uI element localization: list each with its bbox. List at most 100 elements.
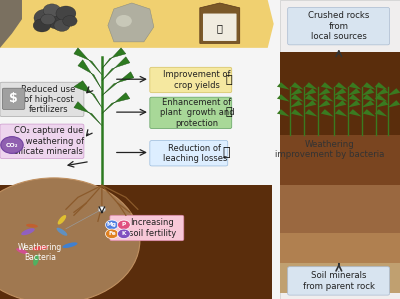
Text: $: $ (9, 92, 18, 106)
FancyBboxPatch shape (280, 233, 400, 263)
FancyBboxPatch shape (0, 82, 84, 117)
FancyBboxPatch shape (280, 135, 400, 185)
Text: P: P (122, 222, 126, 227)
Text: 💧: 💧 (222, 146, 230, 159)
Polygon shape (291, 109, 304, 117)
Ellipse shape (33, 254, 39, 266)
Polygon shape (305, 109, 318, 117)
Polygon shape (375, 94, 388, 102)
Circle shape (63, 16, 77, 26)
Polygon shape (290, 88, 302, 96)
Polygon shape (102, 93, 130, 114)
FancyBboxPatch shape (288, 267, 390, 295)
Text: Mg: Mg (107, 222, 117, 227)
Text: CO₂: CO₂ (6, 143, 18, 147)
Circle shape (33, 19, 51, 32)
Polygon shape (321, 94, 334, 102)
Circle shape (47, 13, 69, 29)
Text: Improvement of
crop yields: Improvement of crop yields (163, 70, 231, 90)
Polygon shape (335, 109, 348, 117)
Polygon shape (349, 109, 362, 117)
Polygon shape (304, 100, 316, 108)
Text: Soil minerals
from parent rock: Soil minerals from parent rock (303, 271, 375, 291)
Circle shape (1, 137, 23, 153)
Polygon shape (74, 48, 102, 75)
Polygon shape (318, 100, 330, 108)
FancyBboxPatch shape (150, 67, 232, 93)
Ellipse shape (58, 215, 66, 225)
FancyBboxPatch shape (2, 88, 25, 109)
Polygon shape (376, 100, 388, 108)
Text: Weathering
Bacteria: Weathering Bacteria (18, 243, 62, 262)
Polygon shape (349, 82, 362, 90)
Circle shape (54, 19, 70, 31)
Circle shape (106, 229, 118, 239)
Polygon shape (363, 82, 376, 90)
Polygon shape (363, 109, 376, 117)
Polygon shape (348, 100, 360, 108)
Polygon shape (290, 100, 302, 108)
Polygon shape (362, 100, 374, 108)
Polygon shape (321, 109, 334, 117)
Ellipse shape (62, 242, 78, 248)
Polygon shape (277, 109, 290, 117)
FancyBboxPatch shape (0, 185, 272, 299)
FancyBboxPatch shape (110, 215, 184, 241)
Polygon shape (334, 88, 346, 96)
FancyBboxPatch shape (280, 185, 400, 233)
Circle shape (56, 6, 76, 21)
Polygon shape (0, 0, 274, 48)
Polygon shape (102, 48, 126, 69)
Ellipse shape (32, 246, 48, 251)
FancyBboxPatch shape (0, 124, 84, 158)
Text: 🌾: 🌾 (225, 75, 232, 85)
Text: Increasing
soil fertility: Increasing soil fertility (129, 218, 176, 238)
Polygon shape (277, 94, 290, 102)
Text: Fe: Fe (108, 231, 116, 236)
Circle shape (43, 4, 61, 17)
Polygon shape (348, 88, 360, 96)
Text: CO₂ capture due
to  weathering of
silicate minerals: CO₂ capture due to weathering of silicat… (12, 126, 84, 156)
Polygon shape (305, 82, 318, 90)
FancyBboxPatch shape (150, 141, 228, 166)
Text: Crushed rocks
from
local sources: Crushed rocks from local sources (308, 11, 369, 41)
Text: Weathering
improvement by bacteria: Weathering improvement by bacteria (275, 140, 384, 159)
Polygon shape (102, 72, 134, 96)
Ellipse shape (0, 178, 140, 299)
Circle shape (41, 14, 55, 25)
Polygon shape (291, 94, 304, 102)
Polygon shape (362, 88, 374, 96)
Polygon shape (334, 100, 346, 108)
FancyBboxPatch shape (280, 52, 400, 135)
Polygon shape (375, 82, 388, 90)
Polygon shape (363, 94, 376, 102)
Circle shape (34, 9, 58, 27)
Polygon shape (0, 0, 22, 48)
Polygon shape (335, 82, 348, 90)
FancyBboxPatch shape (280, 0, 400, 299)
Ellipse shape (21, 228, 35, 235)
Polygon shape (376, 88, 388, 96)
Polygon shape (388, 88, 400, 96)
Polygon shape (375, 109, 388, 117)
Polygon shape (335, 94, 348, 102)
Text: Enhancement of
plant  growth and
protection: Enhancement of plant growth and protecti… (160, 98, 234, 128)
Polygon shape (388, 100, 400, 108)
Circle shape (118, 229, 130, 239)
Polygon shape (349, 94, 362, 102)
Ellipse shape (16, 248, 28, 254)
Polygon shape (74, 102, 102, 126)
Text: Reduced use
of high-cost
fertilizers: Reduced use of high-cost fertilizers (21, 85, 76, 114)
FancyBboxPatch shape (150, 97, 232, 129)
Text: 🌱: 🌱 (217, 23, 223, 33)
FancyBboxPatch shape (203, 13, 236, 41)
Polygon shape (304, 88, 316, 96)
Polygon shape (318, 88, 330, 96)
Polygon shape (305, 94, 318, 102)
FancyBboxPatch shape (288, 7, 390, 45)
Polygon shape (102, 57, 130, 81)
Polygon shape (200, 3, 240, 43)
Text: K: K (122, 231, 126, 236)
Polygon shape (74, 81, 102, 108)
Ellipse shape (56, 228, 67, 236)
